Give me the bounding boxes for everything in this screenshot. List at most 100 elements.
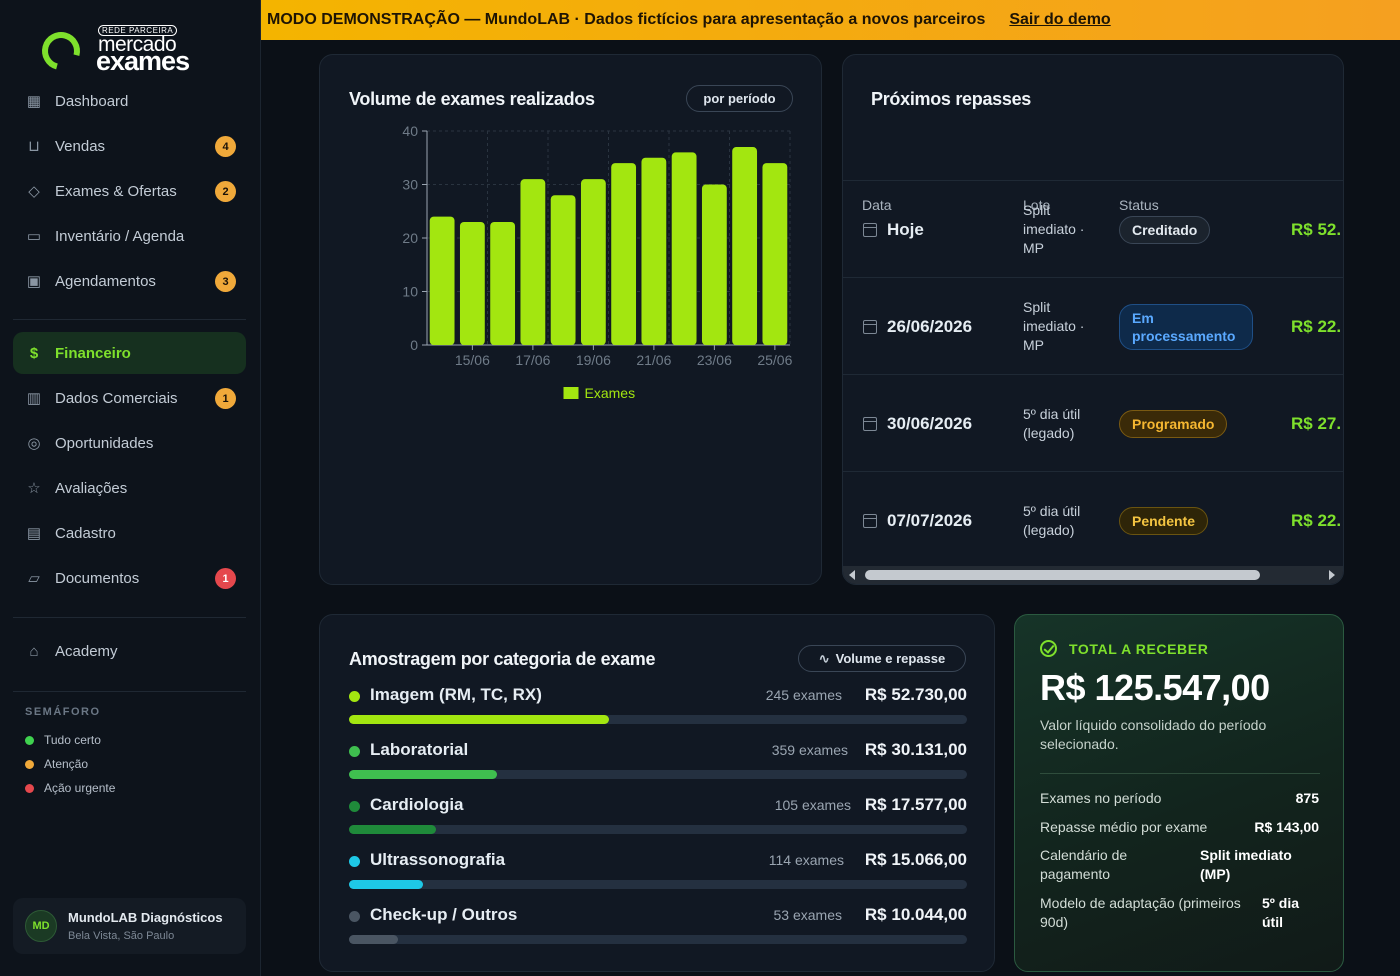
sidebar-item-agendamentos[interactable]: ▣ Agendamentos 3 (13, 260, 246, 302)
date-text: 26/06/2026 (887, 316, 973, 336)
volume-repasse-filter-button[interactable]: ∿ Volume e repasse (798, 645, 966, 672)
row-lote: 5º dia útil (legado) (1023, 405, 1081, 441)
dollar-icon: $ (29, 344, 39, 362)
row-amount: R$ 22. (1291, 510, 1342, 530)
user-name: MundoLAB Diagnósticos (68, 910, 223, 925)
category-item[interactable]: Check-up / Outros 53 exames R$ 10.044,00 (349, 905, 967, 960)
category-count: 114 exames (768, 852, 844, 868)
total-receber-card: TOTAL A RECEBER R$ 125.547,00 Valor líqu… (1014, 614, 1344, 972)
category-name: Check-up / Outros (370, 905, 518, 924)
sidebar-item-dados-comerciais[interactable]: ▥ Dados Comerciais 1 (13, 377, 246, 419)
building-icon: ▥ (26, 390, 42, 407)
category-item[interactable]: Imagem (RM, TC, RX) 245 exames R$ 52.730… (349, 685, 967, 740)
sidebar-item-academy[interactable]: ⌂ Academy (13, 630, 246, 672)
category-progress-fill (349, 825, 436, 834)
category-progress-track (349, 825, 967, 834)
y-tick-label: 40 (402, 123, 418, 139)
user-card[interactable]: MD MundoLAB Diagnósticos Bela Vista, São… (13, 898, 246, 954)
period-filter-button[interactable]: por período (686, 85, 793, 112)
semaforo-label: Tudo certo (44, 733, 101, 747)
sidebar-item-documentos[interactable]: ▱ Documentos 1 (13, 557, 246, 599)
bar (490, 221, 516, 345)
horizontal-scrollbar[interactable] (843, 566, 1343, 584)
status-badge: Creditado (1119, 216, 1211, 244)
category-item[interactable]: Ultrassonografia 114 exames R$ 15.066,00 (349, 850, 967, 905)
sidebar-item-dashboard[interactable]: ▦ Dashboard (13, 80, 246, 122)
category-name: Cardiologia (370, 795, 464, 814)
semaforo-label: Ação urgente (44, 781, 116, 795)
row-lote: 5º dia útil (legado) (1023, 502, 1081, 538)
sidebar-badge: 1 (215, 568, 236, 589)
x-tick-label: 25/06 (757, 352, 792, 368)
date-text: 07/07/2026 (887, 510, 973, 530)
sidebar-item-cadastro[interactable]: ▤ Cadastro (13, 512, 246, 554)
sidebar-item-oportunidades[interactable]: ◎ Oportunidades (13, 422, 246, 464)
repasses-card: Próximos repasses Data Lote Status Hoje … (842, 54, 1344, 585)
total-row-value: 875 (1295, 790, 1319, 806)
status-badge: Pendente (1119, 507, 1209, 535)
col-header-data[interactable]: Data (862, 197, 892, 213)
sidebar-item-label: Avaliações (55, 479, 128, 497)
total-label: TOTAL A RECEBER (1069, 641, 1209, 657)
calendar-icon (863, 513, 877, 528)
tag-icon: ◇ (28, 183, 40, 200)
category-dot-icon (349, 691, 360, 702)
category-count: 105 exames (774, 797, 851, 813)
row-lote: Split imediato · MP (1023, 299, 1085, 353)
category-dot-icon (349, 911, 360, 922)
category-item[interactable]: Laboratorial 359 exames R$ 30.131,00 (349, 740, 967, 795)
logo-word-2: exames (96, 46, 190, 76)
y-tick-label: 20 (402, 230, 418, 246)
scroll-right-icon[interactable] (1329, 570, 1335, 580)
sidebar-item-financeiro[interactable]: $ Financeiro (13, 332, 246, 374)
sidebar-item-exames-ofertas[interactable]: ◇ Exames & Ofertas 2 (13, 170, 246, 212)
table-row[interactable]: 26/06/2026 Split imediato · MP Em proces… (843, 277, 1343, 374)
legend-label: Exames (585, 385, 636, 401)
category-count: 53 exames (773, 907, 842, 923)
table-row[interactable]: 30/06/2026 5º dia útil (legado) Programa… (843, 374, 1343, 471)
y-tick-label: 10 (402, 284, 418, 300)
sidebar-item-avaliacoes[interactable]: ☆ Avaliações (13, 467, 246, 509)
sidebar-nav-academy: ⌂ Academy (13, 630, 246, 672)
bar (429, 216, 455, 345)
x-tick-label: 15/06 (455, 352, 490, 368)
scrollbar-thumb[interactable] (865, 570, 1260, 580)
category-dot-icon (349, 801, 360, 812)
exit-demo-link[interactable]: Sair do demo (1009, 11, 1111, 28)
graduation-cap-icon: ⌂ (29, 642, 39, 660)
scroll-left-icon[interactable] (849, 570, 855, 580)
row-date: 07/07/2026 (863, 472, 972, 569)
status-dot-icon (25, 735, 34, 745)
demo-banner-text: MODO DEMONSTRAÇÃO — MundoLAB · Dados fic… (267, 11, 986, 28)
status-dot-icon (25, 759, 34, 769)
bar (732, 147, 758, 345)
sidebar-item-label: Vendas (55, 137, 106, 155)
sidebar-divider (13, 691, 246, 692)
row-lote: Split imediato · MP (1023, 202, 1085, 256)
id-card-icon: ▤ (26, 525, 42, 542)
category-progress-fill (349, 880, 424, 889)
sidebar-item-label: Financeiro (55, 344, 131, 362)
col-header-lote[interactable]: Lote (1023, 197, 1051, 213)
grid-icon: ▦ (26, 93, 42, 110)
sidebar-badge: 3 (215, 271, 236, 292)
table-row[interactable]: Hoje Split imediato · MP Creditado R$ 52… (843, 180, 1343, 277)
star-icon: ☆ (27, 480, 41, 497)
brand-logo[interactable]: REDE PARCEIRA mercado exames (35, 24, 228, 78)
sidebar-item-vendas[interactable]: ⊔ Vendas 4 (13, 125, 246, 167)
total-row-key: Repasse médio por exame (1040, 819, 1208, 835)
col-header-status[interactable]: Status (1119, 197, 1159, 213)
category-item[interactable]: Cardiologia 105 exames R$ 17.577,00 (349, 795, 967, 850)
category-count: 245 exames (765, 687, 842, 703)
y-tick-label: 0 (410, 337, 418, 353)
calendar-icon (863, 222, 877, 237)
bar (762, 163, 788, 345)
x-tick-label: 21/06 (636, 352, 671, 368)
status-badge: Em processamento (1119, 304, 1253, 350)
sidebar: REDE PARCEIRA mercado exames ▦ Dashboard… (0, 0, 261, 976)
semaforo-title: SEMÁFORO (25, 706, 101, 718)
x-tick-label: 23/06 (697, 352, 732, 368)
table-row[interactable]: 07/07/2026 5º dia útil (legado) Pendente… (843, 471, 1343, 568)
sidebar-item-inventario[interactable]: ▭ Inventário / Agenda (13, 215, 246, 257)
sidebar-nav-main: ▦ Dashboard ⊔ Vendas 4 ◇ Exames & Oferta… (13, 80, 246, 302)
